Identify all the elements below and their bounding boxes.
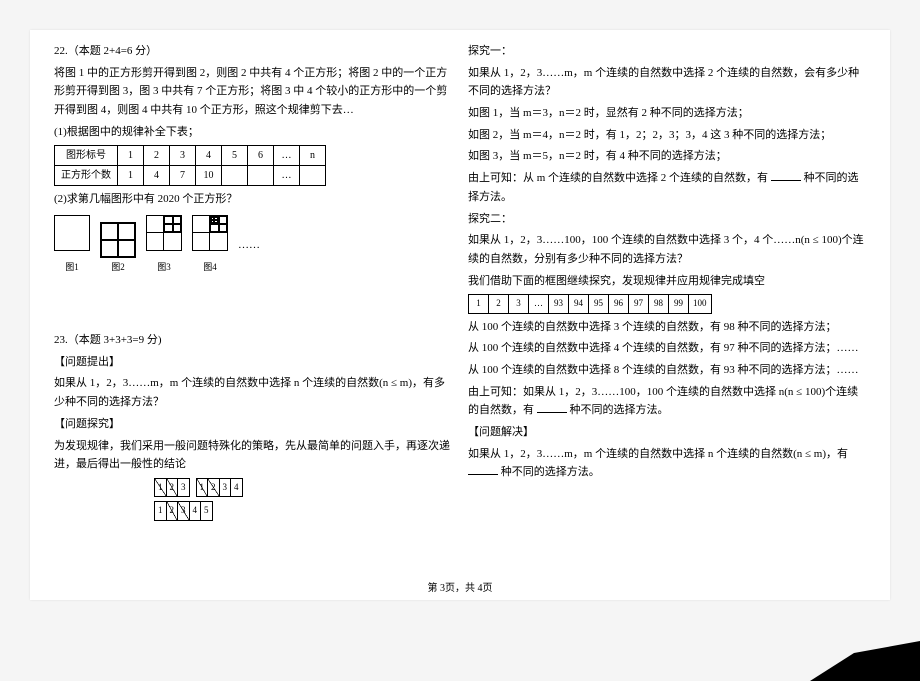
r-p1: 如果从 1，2，3……m，m 个连续的自然数中选择 2 个连续的自然数，会有多少…	[468, 64, 866, 101]
table-row: 正方形个数 1 4 7 10 …	[55, 166, 326, 186]
q22-table: 图形标号 1 2 3 4 5 6 … n 正方形个数 1 4 7 10 …	[54, 145, 326, 186]
tv-1: 1	[118, 166, 144, 186]
fig3: 图3	[146, 215, 182, 275]
ns-2: 2	[489, 295, 509, 313]
blank-3	[468, 464, 498, 475]
ns-1: 1	[469, 295, 489, 313]
ns-99: 99	[669, 295, 689, 313]
q23-p2: 为发现规律，我们采用一般问题特殊化的策略，先从最简单的问题入手，再逐次递进，最后…	[54, 437, 452, 474]
r-p12a: 如果从 1，2，3……m，m 个连续的自然数中选择 n 个连续的自然数(n ≤ …	[468, 448, 848, 460]
r-t2: 探究二：	[468, 210, 866, 229]
ns-dots: …	[529, 295, 549, 313]
r-p11b: 种不同的选择方法。	[570, 404, 669, 416]
q22-intro: 将图 1 中的正方形剪开得到图 2，则图 2 中共有 4 个正方形；将图 2 中…	[54, 64, 452, 120]
table-header-label: 图形标号	[55, 146, 118, 166]
r-p3: 如图 2，当 m＝4，n＝2 时，有 1，2；2，3；3，4 这 3 种不同的选…	[468, 126, 866, 145]
th-1: 1	[118, 146, 144, 166]
diag-2: 1 2 3 4 5	[154, 501, 213, 520]
th-n: n	[300, 146, 326, 166]
q23-p1: 如果从 1，2，3……m，m 个连续的自然数中选择 n 个连续的自然数(n ≤ …	[54, 374, 452, 411]
q22-sub2: (2)求第几幅图形中有 2020 个正方形？	[54, 190, 452, 209]
fig2-label: 图2	[100, 260, 136, 275]
ns-97: 97	[629, 295, 649, 313]
ns-95: 95	[589, 295, 609, 313]
blank-1	[771, 170, 801, 181]
r-p2: 如图 1，当 m＝3，n＝2 时，显然有 2 种不同的选择方法；	[468, 104, 866, 123]
r-p4: 如图 3，当 m＝5，n＝2 时，有 4 种不同的选择方法；	[468, 147, 866, 166]
right-column: 探究一： 如果从 1，2，3……m，m 个连续的自然数中选择 2 个连续的自然数…	[460, 42, 874, 588]
th-6: 6	[248, 146, 274, 166]
r-t1: 探究一：	[468, 42, 866, 61]
fig1-label: 图1	[54, 260, 90, 275]
number-strip: 1 2 3 … 93 94 95 96 97 98 99 100	[468, 294, 712, 313]
blank-2	[537, 402, 567, 413]
fig3-label: 图3	[146, 260, 182, 275]
tv-4: 10	[196, 166, 222, 186]
q23-s1: 【问题提出】	[54, 353, 452, 372]
r-t3: 【问题解决】	[468, 423, 866, 442]
r-p6: 如果从 1，2，3……100，100 个连续的自然数中选择 3 个，4 个……n…	[468, 231, 866, 268]
q22-figures: 图1 图2 图3	[54, 215, 452, 275]
diag-1b: 1 2 3 4	[196, 478, 243, 497]
q23-diagrams: 1 2 3 1 2 3 4 1 2 3 4 5	[154, 478, 452, 521]
ns-96: 96	[609, 295, 629, 313]
table-row-label: 正方形个数	[55, 166, 118, 186]
fig-ellipsis: ……	[238, 236, 260, 255]
tv-dots: …	[274, 166, 300, 186]
fig2: 图2	[100, 222, 136, 275]
r-p9: 从 100 个连续的自然数中选择 4 个连续的自然数，有 97 种不同的选择方法…	[468, 339, 866, 358]
q23-header: 23.（本题 3+3+3=9 分)	[54, 331, 452, 350]
th-2: 2	[144, 146, 170, 166]
ns-94: 94	[569, 295, 589, 313]
r-p5: 由上可知：从 m 个连续的自然数中选择 2 个连续的自然数，有 种不同的选择方法…	[468, 169, 866, 206]
scan-artifact-corner	[810, 641, 920, 681]
tv-2: 4	[144, 166, 170, 186]
exam-paper: 22.（本题 2+4=6 分） 将图 1 中的正方形剪开得到图 2，则图 2 中…	[30, 30, 890, 600]
tv-n	[300, 166, 326, 186]
th-4: 4	[196, 146, 222, 166]
r-p5a: 由上可知：从 m 个连续的自然数中选择 2 个连续的自然数，有	[468, 172, 768, 184]
tv-3: 7	[170, 166, 196, 186]
ns-100: 100	[689, 295, 712, 313]
fig4-label: 图4	[192, 260, 228, 275]
r-p12: 如果从 1，2，3……m，m 个连续的自然数中选择 n 个连续的自然数(n ≤ …	[468, 445, 866, 482]
fig4: 图4	[192, 215, 228, 275]
ns-93: 93	[549, 295, 569, 313]
r-p8: 从 100 个连续的自然数中选择 3 个连续的自然数，有 98 种不同的选择方法…	[468, 318, 866, 337]
th-3: 3	[170, 146, 196, 166]
q23-s2: 【问题探究】	[54, 415, 452, 434]
th-5: 5	[222, 146, 248, 166]
r-p7: 我们借助下面的框图继续探究，发现规律并应用规律完成填空	[468, 272, 866, 291]
tv-5	[222, 166, 248, 186]
r-p11: 由上可知：如果从 1，2，3……100，100 个连续的自然数中选择 n(n ≤…	[468, 383, 866, 420]
tv-6	[248, 166, 274, 186]
ns-3: 3	[509, 295, 529, 313]
diag-1a: 1 2 3	[154, 478, 190, 497]
ns-98: 98	[649, 295, 669, 313]
page-footer: 第 3页，共 4页	[428, 579, 493, 594]
table-row: 图形标号 1 2 3 4 5 6 … n	[55, 146, 326, 166]
left-column: 22.（本题 2+4=6 分） 将图 1 中的正方形剪开得到图 2，则图 2 中…	[46, 42, 460, 588]
th-dots: …	[274, 146, 300, 166]
q22-header: 22.（本题 2+4=6 分）	[54, 42, 452, 61]
q22-sub1: (1)根据图中的规律补全下表；	[54, 123, 452, 142]
r-p10: 从 100 个连续的自然数中选择 8 个连续的自然数，有 93 种不同的选择方法…	[468, 361, 866, 380]
fig1: 图1	[54, 215, 90, 275]
r-p12b: 种不同的选择方法。	[501, 466, 600, 478]
